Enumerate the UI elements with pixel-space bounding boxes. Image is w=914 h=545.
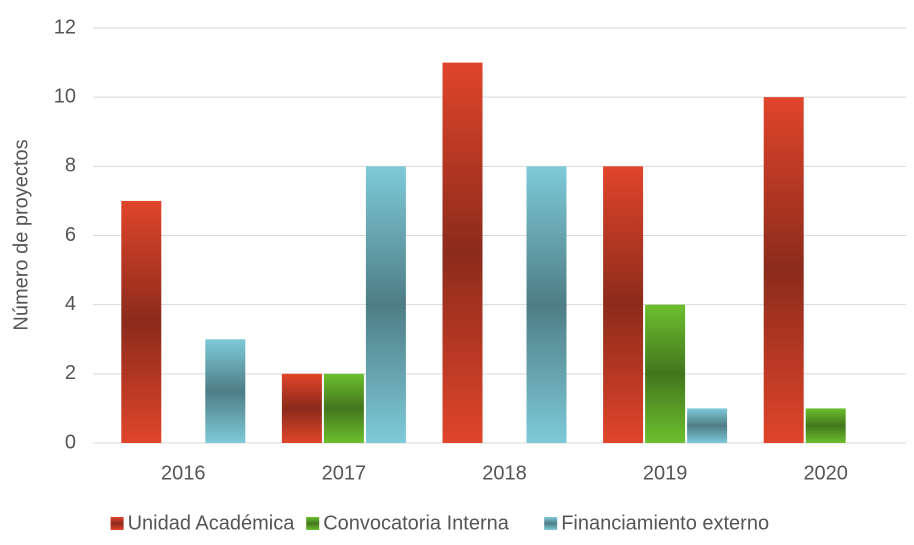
x-tick-label: 2020 [803, 462, 848, 484]
bar [281, 373, 322, 443]
bar [603, 166, 644, 444]
legend-swatch [544, 517, 558, 530]
x-tick-label: 2018 [482, 462, 527, 484]
y-tick-label: 2 [65, 362, 76, 384]
y-tick-label: 6 [65, 224, 76, 246]
bar [763, 97, 804, 444]
bar [645, 304, 686, 443]
x-tick-label: 2016 [161, 462, 206, 484]
legend-label: Unidad Académica [128, 512, 296, 534]
y-tick-label: 10 [54, 85, 76, 107]
bar [323, 373, 364, 443]
bar [526, 166, 567, 444]
y-tick-label: 0 [65, 431, 76, 453]
legend-swatch [110, 517, 124, 530]
bar [121, 200, 162, 443]
x-tick-label: 2019 [643, 462, 688, 484]
bar [805, 408, 846, 443]
legend-swatch [306, 517, 320, 530]
bar [365, 166, 406, 444]
y-tick-label: 8 [65, 155, 76, 177]
x-tick-label: 2017 [322, 462, 367, 484]
bar [442, 62, 483, 443]
bar [205, 339, 246, 443]
legend-label: Convocatoria Interna [323, 512, 510, 534]
legend-label: Financiamiento externo [561, 512, 769, 534]
bar [687, 408, 728, 443]
y-tick-label: 4 [65, 293, 76, 315]
y-tick-label: 12 [54, 16, 76, 38]
y-axis-label: Número de proyectos [10, 139, 32, 330]
